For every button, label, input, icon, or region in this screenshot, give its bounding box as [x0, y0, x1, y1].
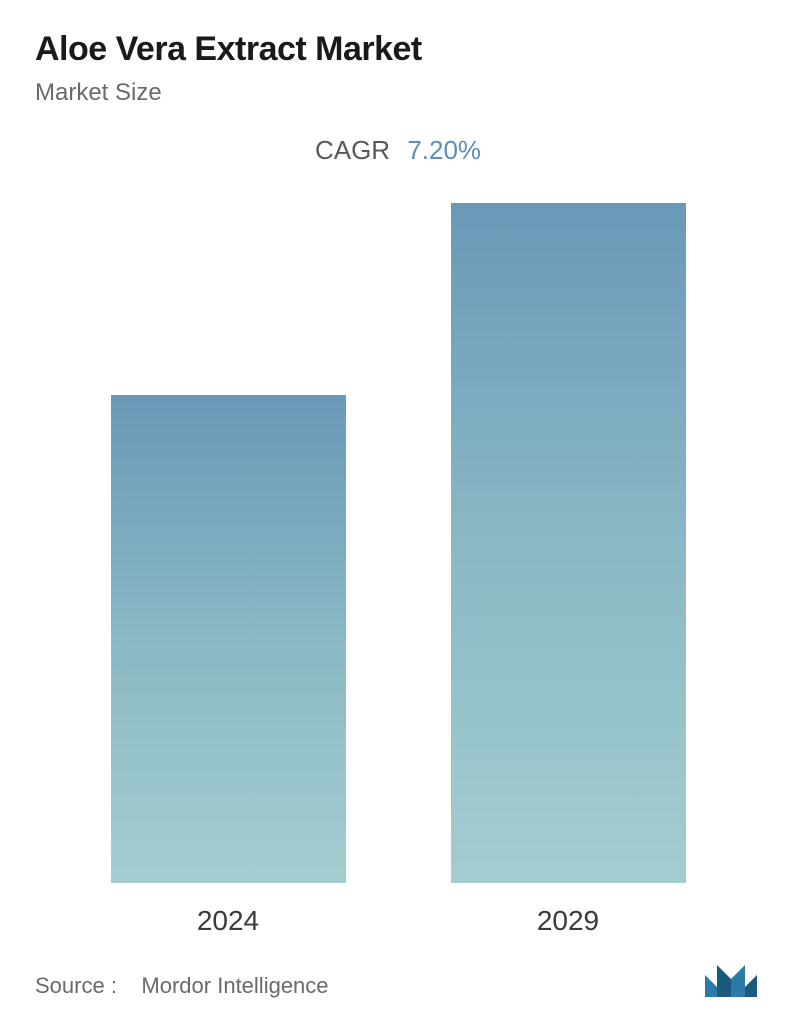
bar-label-0: 2024: [197, 905, 259, 937]
chart-container: Aloe Vera Extract Market Market Size CAG…: [0, 0, 796, 1034]
chart-subtitle: Market Size: [35, 79, 761, 107]
source-name: Mordor Intelligence: [141, 973, 328, 998]
cagr-row: CAGR 7.20%: [35, 135, 761, 166]
source-text: Source : Mordor Intelligence: [35, 973, 329, 999]
bar-label-1: 2029: [537, 905, 599, 937]
cagr-label: CAGR: [315, 135, 390, 165]
chart-area: 2024 2029: [35, 216, 761, 937]
bar-1: [451, 203, 686, 883]
brand-logo-icon: [703, 957, 761, 999]
bar-group-0: 2024: [111, 395, 346, 937]
bar-group-1: 2029: [451, 203, 686, 937]
chart-title: Aloe Vera Extract Market: [35, 30, 761, 69]
chart-footer: Source : Mordor Intelligence: [35, 937, 761, 1004]
bar-0: [111, 395, 346, 883]
cagr-value: 7.20%: [407, 135, 481, 165]
source-label: Source :: [35, 973, 117, 998]
